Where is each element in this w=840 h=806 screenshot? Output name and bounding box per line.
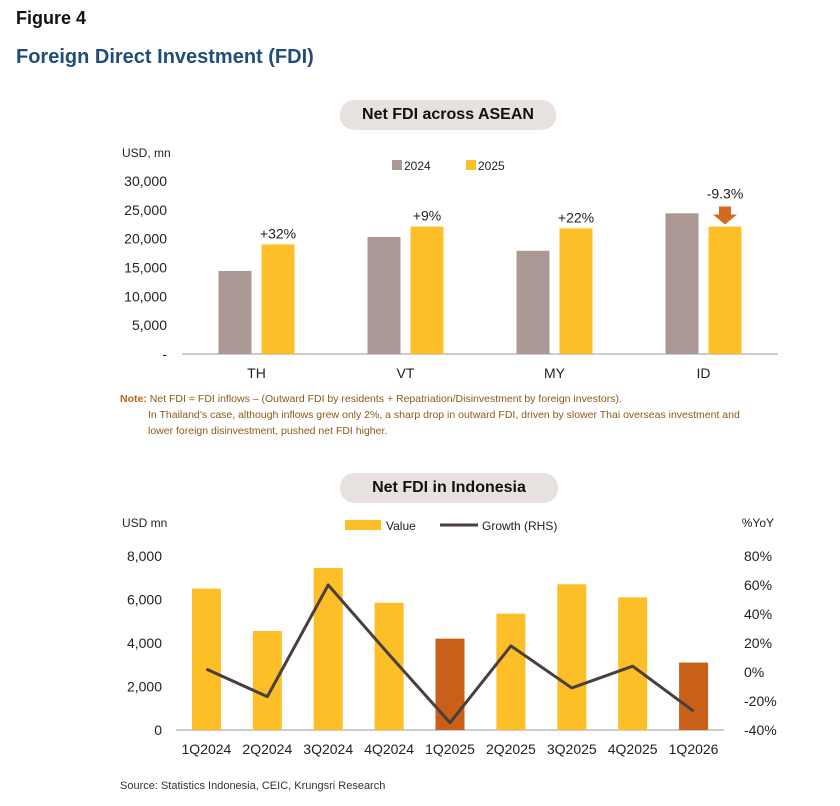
- growth-label: +32%: [260, 225, 296, 241]
- y-tick-label: 20,000: [124, 231, 167, 247]
- note-label: Note: [120, 393, 144, 405]
- chart-note: Note: Net FDI = FDI inflows – (Outward F…: [120, 391, 760, 439]
- source-note: Source: Statistics Indonesia, CEIC, Krun…: [120, 780, 386, 792]
- bar-value: [618, 597, 648, 730]
- bar-2024: [516, 250, 550, 354]
- y-tick-label: 5,000: [132, 317, 167, 333]
- indonesia-fdi-chart: USD mn %YoY 0 2,000 4,000 6,000 8,000 -40% -20% 0…: [122, 516, 777, 757]
- growth-label: -9.3%: [707, 186, 744, 202]
- y-axis-label: USD mn: [122, 516, 167, 530]
- legend-label-value: Value: [386, 519, 416, 533]
- growth-label: +9%: [413, 208, 441, 224]
- figure-label: Figure 4: [16, 8, 87, 28]
- growth-label: +22%: [558, 209, 594, 225]
- bar-2024: [367, 236, 401, 354]
- bar-2024: [218, 270, 252, 354]
- y2-axis-label: %YoY: [742, 516, 774, 530]
- x-tick-label: VT: [397, 365, 415, 381]
- legend-swatch: [392, 160, 402, 170]
- x-tick-label: 2Q2025: [486, 741, 536, 757]
- x-tick-label: ID: [697, 365, 711, 381]
- x-tick-label: 1Q2024: [182, 741, 232, 757]
- bar-2025: [559, 228, 593, 354]
- x-tick-label: 3Q2024: [303, 741, 353, 757]
- y-tick-label: 0: [154, 722, 162, 738]
- x-tick-label: 4Q2024: [364, 741, 414, 757]
- note-line-2: In Thailand’s case, although inflows gre…: [148, 409, 740, 437]
- bar-value: [191, 588, 221, 730]
- y-tick-label: 2,000: [127, 679, 162, 695]
- bar-2024: [665, 213, 699, 354]
- legend-label: 2024: [404, 159, 431, 173]
- bar-2025: [708, 226, 742, 354]
- y-tick-label: 6,000: [127, 592, 162, 608]
- y2-tick-label: -20%: [744, 693, 777, 709]
- asean-fdi-chart: USD, mn - 5,000 10,000 15,000 20,000 25,000 30,…: [122, 146, 778, 381]
- y2-tick-label: 0%: [744, 664, 764, 680]
- x-tick-label: MY: [544, 365, 566, 381]
- x-tick-label: 1Q2026: [669, 741, 719, 757]
- y-tick-label: -: [162, 346, 167, 362]
- y-tick-label: 8,000: [127, 548, 162, 564]
- y2-tick-label: 20%: [744, 635, 772, 651]
- bar-2025: [261, 244, 295, 354]
- y2-tick-label: 80%: [744, 548, 772, 564]
- y2-tick-label: 40%: [744, 606, 772, 622]
- x-tick-label: 3Q2025: [547, 741, 597, 757]
- legend-swatch-value: [345, 520, 381, 530]
- y-tick-label: 15,000: [124, 260, 167, 276]
- x-tick-label: 4Q2025: [608, 741, 658, 757]
- x-tick-label: 1Q2025: [425, 741, 475, 757]
- down-arrow-icon: [713, 206, 737, 225]
- legend-label: 2025: [478, 159, 505, 173]
- bar-value: [313, 567, 343, 730]
- bar-value: [435, 638, 465, 730]
- bar-value: [496, 613, 526, 730]
- x-tick-label: 2Q2024: [242, 741, 292, 757]
- bar-2025: [410, 226, 444, 354]
- legend-swatch: [466, 160, 476, 170]
- y2-tick-label: -40%: [744, 722, 777, 738]
- y-tick-label: 4,000: [127, 635, 162, 651]
- y-tick-label: 25,000: [124, 202, 167, 218]
- x-tick-label: TH: [247, 365, 266, 381]
- figure-title: Foreign Direct Investment (FDI): [16, 46, 314, 68]
- chart2-title: Net FDI in Indonesia: [340, 473, 558, 503]
- bar-value: [679, 662, 709, 730]
- y-tick-label: 10,000: [124, 288, 167, 304]
- y-tick-label: 30,000: [124, 173, 167, 189]
- note-line-1: Net FDI = FDI inflows – (Outward FDI by …: [149, 393, 622, 405]
- bar-value: [557, 584, 587, 730]
- chart1-title: Net FDI across ASEAN: [340, 100, 556, 130]
- growth-line: [205, 583, 695, 725]
- y2-tick-label: 60%: [744, 577, 772, 593]
- y-axis-label: USD, mn: [122, 146, 171, 160]
- legend-label-growth: Growth (RHS): [482, 519, 557, 533]
